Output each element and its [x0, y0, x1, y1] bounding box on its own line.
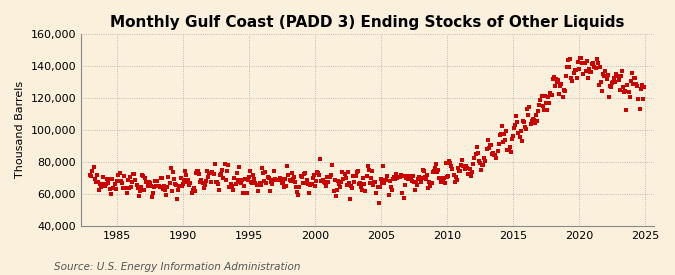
- Text: Source: U.S. Energy Information Administration: Source: U.S. Energy Information Administ…: [54, 262, 300, 272]
- Y-axis label: Thousand Barrels: Thousand Barrels: [15, 81, 25, 178]
- Title: Monthly Gulf Coast (PADD 3) Ending Stocks of Other Liquids: Monthly Gulf Coast (PADD 3) Ending Stock…: [111, 15, 625, 30]
